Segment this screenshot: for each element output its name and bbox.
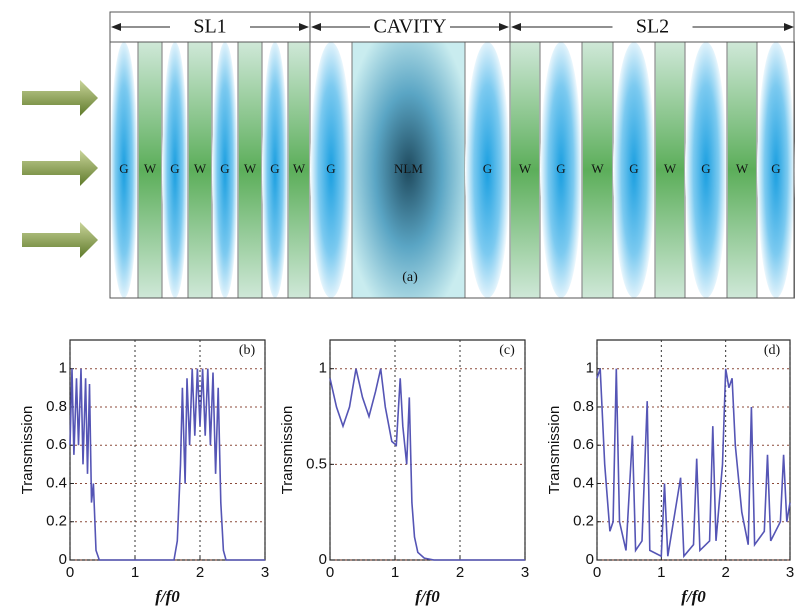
x-tick-label: 1 [657,564,665,581]
diagram-frame [109,11,795,299]
layer-field [685,42,727,298]
x-tick-label: 1 [131,564,139,581]
panel-label: (c) [499,343,515,358]
layer-field [289,42,309,298]
layer-field [613,42,655,298]
layer-label: W [664,161,677,176]
layer-field [656,42,684,298]
plot-area [69,339,266,561]
layer-field [189,42,211,298]
y-tick-label: 1 [319,360,327,377]
y-axis-label: Transmission [279,406,296,495]
section-label-bg [612,16,693,38]
transmission-line [329,368,525,561]
x-tick-label: 0 [66,564,74,581]
y-tick-label: 0.4 [46,474,67,491]
layer-field [757,42,795,298]
x-axis-label: f/f0 [415,587,440,606]
x-tick-label: 3 [786,564,794,581]
y-tick-label: 0 [586,551,594,568]
layer-field [212,42,238,298]
layer-label: W [144,161,157,176]
x-tick-label: 3 [521,564,529,581]
x-tick-label: 2 [721,564,729,581]
y-axis-label: Transmission [19,406,36,495]
section-label-bg [170,16,250,38]
x-axis-label: f/f0 [155,587,180,606]
layer-label: G [270,161,279,176]
y-tick-label: 0.2 [46,513,67,530]
layer-field [262,42,288,298]
y-tick-label: 0.6 [46,436,67,453]
layer-field [728,42,756,298]
x-axis-label: f/f0 [681,587,706,606]
layer-label: G [771,161,780,176]
layer-label: W [293,161,306,176]
panel-label: (b) [239,343,256,358]
x-tick-label: 2 [196,564,204,581]
y-tick-label: 0 [59,551,67,568]
section-label-bg [370,16,450,38]
y-tick-label: 0.6 [573,436,594,453]
x-tick-label: 0 [593,564,601,581]
y-tick-label: 1 [59,360,67,377]
y-tick-label: 0 [319,551,327,568]
y-tick-label: 1 [586,360,594,377]
panel-label: (a) [402,270,418,285]
layer-label: G [220,161,229,176]
x-tick-label: 1 [391,564,399,581]
layer-label: G [326,161,335,176]
chart: 0 0.2 0.4 0.6 0.8 1 0 1 2 3 (d) f/f0 Transmission [546,339,794,606]
layer-label: W [194,161,207,176]
layer-label: G [701,161,710,176]
transmission-line [69,368,265,561]
layer-field [110,42,138,298]
layer-field [511,42,539,298]
layer-label: W [736,161,749,176]
layer-label: W [591,161,604,176]
section-label: SL2 [636,16,669,38]
chart: 0 0.2 0.4 0.6 0.8 1 0 1 2 3 (b) f/f0 Transmission [19,339,269,606]
x-tick-label: 0 [326,564,334,581]
layer-label: W [519,161,532,176]
layer-field [353,42,464,298]
layer-label: G [483,161,492,176]
layer-field [465,42,510,298]
layer-field [139,42,161,298]
section-label: CAVITY [374,16,447,38]
section-label: SL1 [193,16,226,38]
layer-field [583,42,612,298]
input-arrows [22,80,98,258]
y-tick-label: 0.2 [573,513,594,530]
charts: 0 0.2 0.4 0.6 0.8 1 0 1 2 3 (b) f/f0 Transmission 0 0.… [19,339,794,606]
layer-label: G [556,161,565,176]
layer-field [239,42,261,298]
x-tick-label: 3 [261,564,269,581]
layer-label: G [629,161,638,176]
y-axis-label: Transmission [546,406,563,495]
y-tick-label: 0.5 [306,455,327,472]
layer-label: G [170,161,179,176]
y-tick-label: 0.4 [573,474,594,491]
y-tick-label: 0.8 [573,398,594,415]
transmission-line [596,368,791,559]
panel-label: (d) [764,343,781,358]
layer-field [540,42,582,298]
layer-field [310,42,352,298]
y-tick-label: 0.8 [46,398,67,415]
layer-label: G [119,161,128,176]
layer-field [162,42,188,298]
chart: 0 0.5 1 0 1 2 3 (c) f/f0 Transmission [279,339,529,606]
x-tick-label: 2 [456,564,464,581]
plot-area [329,339,526,561]
layer-label: NLM [394,161,423,176]
layer-label: W [244,161,257,176]
